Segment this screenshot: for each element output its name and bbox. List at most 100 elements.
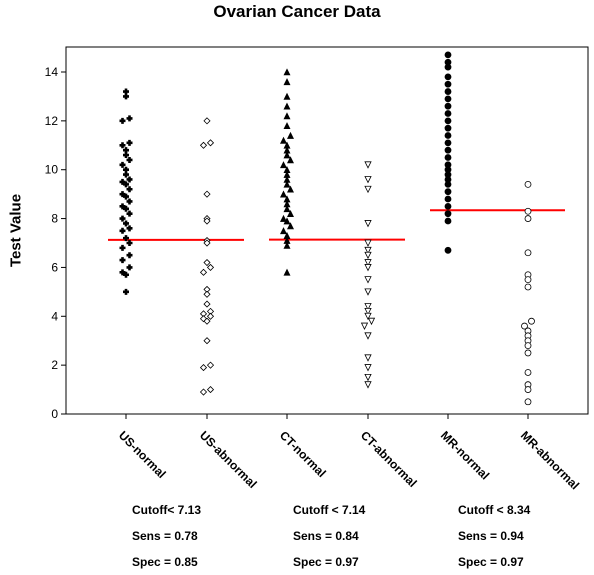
data-point (280, 214, 287, 222)
data-point (364, 354, 372, 362)
data-point (203, 300, 211, 308)
x-tick-label: US-normal (116, 428, 169, 481)
y-tick-label: 6 (51, 260, 58, 274)
data-point (444, 246, 452, 254)
data-point (123, 171, 129, 178)
data-point (524, 249, 532, 257)
data-point (203, 317, 211, 325)
data-point (283, 151, 291, 159)
data-point (119, 244, 126, 251)
y-axis: 0 2 4 6 8 10 12 14 (45, 65, 66, 421)
data-point (364, 303, 372, 311)
data-point (126, 139, 133, 146)
data-point (126, 186, 133, 193)
data-point (444, 139, 452, 147)
data-point (364, 332, 372, 340)
data-point (126, 198, 133, 205)
data-point (123, 235, 129, 242)
data-point (206, 312, 215, 320)
data-point (444, 132, 452, 139)
data-point (199, 268, 208, 276)
data-point (287, 210, 294, 217)
x-tick-label: MR-abnormal (518, 428, 582, 492)
stats-cutoff: Cutoff< 7.13 (132, 503, 202, 517)
data-point (203, 117, 211, 125)
data-point (126, 156, 133, 163)
plot-frame (65, 46, 589, 415)
x-tick-label: CT-normal (277, 428, 329, 480)
data-point (364, 176, 372, 184)
data-point (444, 102, 452, 110)
data-point (364, 373, 372, 382)
data-point (283, 217, 291, 225)
stats-block-us: Cutoff< 7.13 Sens = 0.78 Spec = 0.85 (132, 497, 201, 575)
data-point (444, 210, 452, 218)
data-point (283, 205, 291, 213)
data-point (283, 268, 291, 276)
data-point (364, 161, 372, 169)
data-point (444, 51, 452, 59)
data-point (283, 68, 291, 76)
data-point (287, 131, 294, 139)
data-point (364, 307, 372, 316)
data-point (364, 220, 372, 228)
data-point (444, 124, 452, 132)
data-point (524, 207, 532, 215)
data-point (280, 136, 287, 144)
data-point (126, 225, 133, 232)
stats-sens: Sens = 0.84 (293, 529, 359, 543)
data-point (126, 176, 133, 183)
data-point (364, 364, 372, 372)
stats-cutoff: Cutoff < 8.34 (458, 503, 531, 517)
data-point (206, 386, 215, 394)
data-point (364, 185, 372, 194)
data-point (119, 215, 126, 222)
data-point (199, 141, 208, 149)
data-point (444, 188, 452, 196)
data-point (119, 178, 126, 185)
data-point (283, 92, 291, 100)
data-point (364, 312, 372, 321)
data-point (364, 259, 372, 267)
y-tick-label: 10 (45, 163, 59, 177)
data-point (123, 166, 129, 173)
data-point (203, 258, 211, 267)
data-points (119, 51, 535, 406)
data-point (521, 322, 528, 330)
stats-spec: Spec = 0.85 (132, 555, 198, 569)
data-point (123, 288, 129, 295)
data-point (283, 102, 291, 110)
stats-sens: Sens = 0.94 (458, 529, 524, 543)
data-point (444, 63, 452, 71)
data-point (199, 364, 208, 372)
stats-spec: Spec = 0.97 (458, 555, 524, 569)
data-point (283, 122, 291, 130)
data-point (206, 361, 215, 369)
data-point (524, 283, 532, 291)
data-point (126, 264, 133, 271)
data-point (444, 80, 452, 88)
y-tick-label: 8 (51, 212, 58, 226)
data-point (360, 322, 369, 330)
data-point (444, 180, 452, 188)
data-point (364, 276, 372, 284)
y-tick-label: 2 (51, 358, 58, 372)
data-point (364, 381, 372, 389)
data-point (524, 342, 532, 350)
x-tick-label: MR-normal (438, 428, 492, 482)
data-point (444, 73, 452, 81)
data-point (119, 191, 126, 198)
y-tick-label: 0 (51, 407, 58, 421)
data-point (364, 264, 372, 272)
stats-sens: Sens = 0.78 (132, 529, 198, 543)
data-point (126, 210, 133, 217)
data-point (123, 88, 129, 95)
data-point (444, 117, 452, 125)
data-point (444, 146, 452, 154)
y-tick-label: 14 (45, 65, 59, 79)
data-point (123, 152, 129, 159)
data-point (367, 317, 376, 326)
data-point (123, 181, 129, 188)
data-point (283, 241, 291, 249)
data-point (199, 388, 208, 396)
